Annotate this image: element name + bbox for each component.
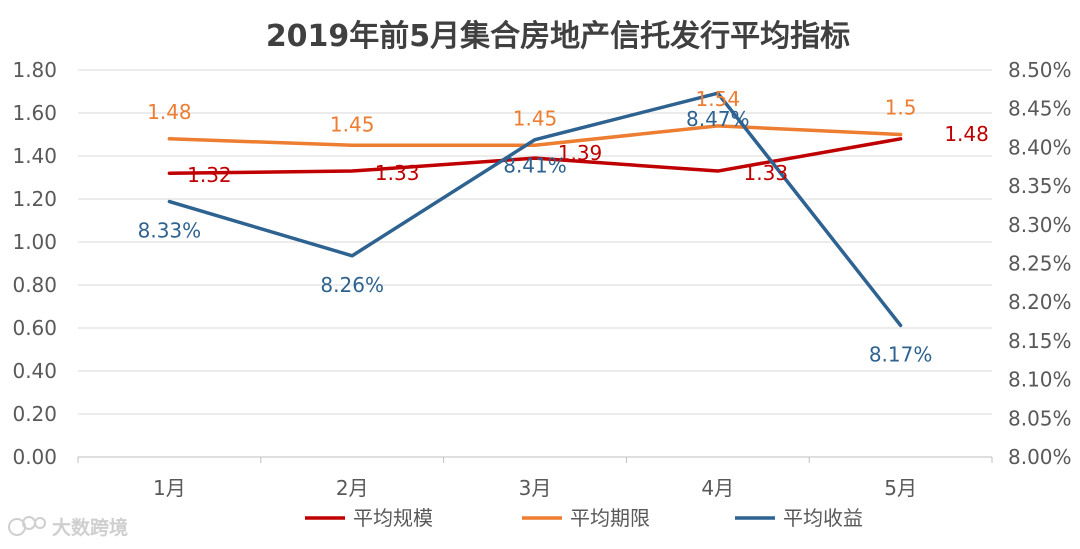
- series-lines: [167, 91, 903, 328]
- y-left-tick-label: 1.80: [12, 58, 57, 82]
- watermark-text: 大数跨境: [52, 516, 128, 539]
- data-label: 8.17%: [869, 342, 933, 366]
- y-left-tick-label: 0.40: [12, 359, 57, 383]
- y-left-tick-label: 1.40: [12, 144, 57, 168]
- data-label: 1.45: [330, 112, 375, 136]
- y-left-tick-label: 0.20: [12, 402, 57, 426]
- data-label: 1.33: [744, 161, 789, 185]
- legend-label: 平均期限: [570, 506, 650, 530]
- data-labels: 1.32 1.33 1.39 1.33 1.48 1.48 1.45 1.45 1.54 1.5 8…: [138, 87, 989, 367]
- y-left-tick-label: 0.80: [12, 273, 57, 297]
- y-left-tick-label: 1.20: [12, 187, 57, 211]
- y-right-tick-label: 8.40%: [1008, 135, 1072, 159]
- data-label: 1.39: [558, 141, 603, 165]
- y-right-tick-label: 8.50%: [1008, 58, 1072, 82]
- x-tick-label: 4月: [701, 476, 734, 500]
- y-right-tick-label: 8.20%: [1008, 290, 1072, 314]
- data-label: 8.26%: [320, 273, 384, 297]
- data-label: 8.47%: [686, 107, 750, 131]
- y-right-tick-label: 8.10%: [1008, 368, 1072, 392]
- y-right-tick-label: 8.35%: [1008, 174, 1072, 198]
- series-line: [167, 124, 903, 147]
- legend-label: 平均收益: [783, 506, 863, 530]
- y-axis-left: 0.00 0.20 0.40 0.60 0.80 1.00 1.20 1.40 1.60 1.80: [12, 58, 57, 469]
- y-left-tick-label: 0.60: [12, 316, 57, 340]
- x-tick-label: 3月: [519, 476, 552, 500]
- data-label: 1.33: [375, 161, 420, 185]
- y-left-tick-label: 1.00: [12, 230, 57, 254]
- y-left-tick-label: 0.00: [12, 445, 57, 469]
- y-right-tick-label: 8.05%: [1008, 406, 1072, 430]
- data-label: 1.32: [187, 163, 232, 187]
- y-axis-right: 8.00% 8.05% 8.10% 8.15% 8.20% 8.25% 8.30% 8.35%…: [1008, 58, 1072, 469]
- y-right-tick-label: 8.15%: [1008, 329, 1072, 353]
- series-line: [167, 91, 903, 328]
- data-label: 1.54: [696, 87, 741, 111]
- data-label: 1.48: [147, 100, 192, 124]
- data-label: 1.48: [944, 122, 989, 146]
- series-line: [167, 137, 903, 175]
- x-tick-label: 2月: [336, 476, 369, 500]
- x-tick-label: 5月: [884, 476, 917, 500]
- y-right-tick-label: 8.00%: [1008, 445, 1072, 469]
- data-label: 8.33%: [138, 219, 202, 243]
- x-axis: 1月 2月 3月 4月 5月: [77, 457, 993, 500]
- x-tick-label: 1月: [153, 476, 186, 500]
- data-label: 1.5: [885, 96, 917, 120]
- chart-title: 2019年前5月集合房地产信托发行平均指标: [266, 19, 850, 54]
- watermark: 大数跨境: [8, 516, 128, 539]
- data-label: 8.41%: [503, 154, 567, 178]
- data-label: 1.45: [513, 106, 558, 130]
- y-right-tick-label: 8.30%: [1008, 213, 1072, 237]
- y-left-tick-label: 1.60: [12, 101, 57, 125]
- y-right-tick-label: 8.25%: [1008, 252, 1072, 276]
- watermark-logo-icon: [8, 516, 46, 536]
- gridlines: [78, 69, 992, 458]
- legend: 平均规模 平均期限 平均收益: [305, 506, 863, 530]
- legend-label: 平均规模: [353, 506, 433, 530]
- y-right-tick-label: 8.45%: [1008, 97, 1072, 121]
